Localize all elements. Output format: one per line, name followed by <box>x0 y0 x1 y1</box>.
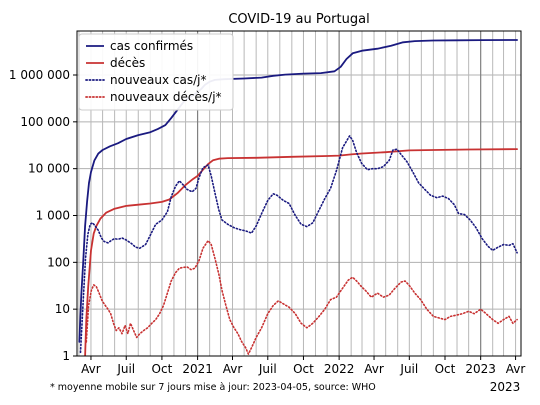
x-tick-label: Oct <box>293 362 314 376</box>
chart-title: COVID-19 au Portugal <box>228 12 369 27</box>
y-tick-label: 1 <box>62 349 70 363</box>
x-tick-label: Oct <box>435 362 456 376</box>
x-tick-label: Avr <box>506 362 526 376</box>
plot-frame <box>76 30 522 357</box>
legend-label: nouveaux décès/j* <box>110 90 222 104</box>
x-tick-label: 2022 <box>324 362 355 376</box>
year-label: 2023 <box>490 380 521 394</box>
x-tick-label: Avr <box>223 362 243 376</box>
legend: cas confirmés décès nouveaux cas/j* nouveau… <box>78 33 234 111</box>
x-tick-label: 2023 <box>465 362 496 376</box>
series-line-4 <box>85 239 518 355</box>
y-tick-label: 10 000 <box>28 162 70 176</box>
x-tick-label: Juil <box>258 362 277 376</box>
y-tick-label: 1 000 <box>36 209 70 223</box>
footnote: * moyenne mobile sur 7 jours mise à jour… <box>50 382 376 393</box>
x-tick-label: Juil <box>116 362 135 376</box>
x-tick-label: Juil <box>399 362 418 376</box>
series-line-3 <box>79 135 518 354</box>
y-tick-label: 100 000 <box>20 115 70 129</box>
x-tick-label: Avr <box>364 362 384 376</box>
legend-box <box>78 33 234 111</box>
x-tick-label: Oct <box>152 362 173 376</box>
legend-label: décès <box>110 56 145 70</box>
y-tick-label: 10 <box>55 302 70 316</box>
y-tick-label: 100 <box>47 255 70 269</box>
y-tick-label: 1 000 000 <box>9 68 70 82</box>
x-tick-label: 2021 <box>182 362 213 376</box>
legend-label: nouveaux cas/j* <box>110 73 207 87</box>
axes: 1 10 100 1 000 10 000 100 000 1 000 000 Avr Juil… <box>9 68 525 376</box>
x-tick-label: Avr <box>81 362 101 376</box>
legend-label: cas confirmés <box>110 39 193 53</box>
